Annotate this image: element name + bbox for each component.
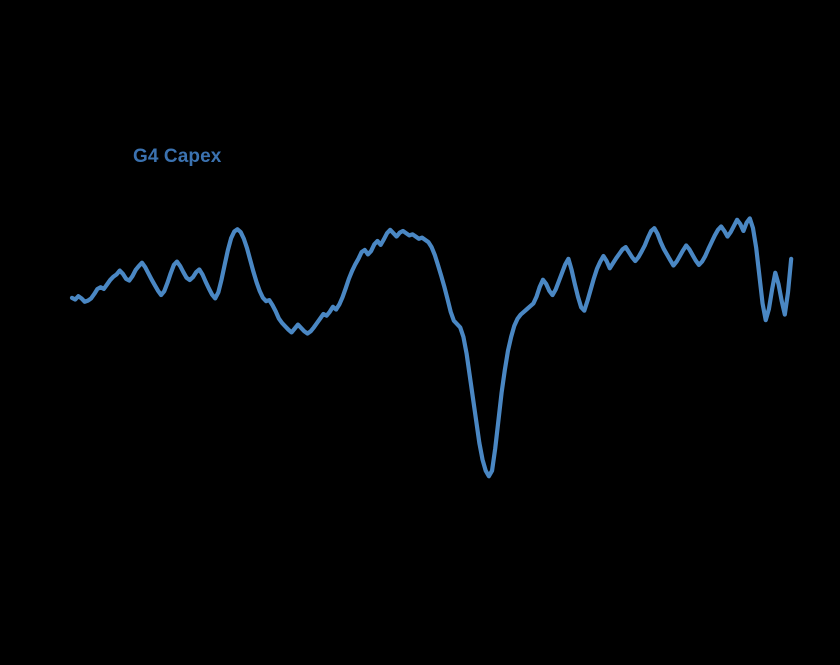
series-line-g4-capex	[69, 216, 794, 479]
series-label-g4-capex: G4 Capex	[133, 146, 222, 167]
plot-area	[69, 216, 794, 479]
